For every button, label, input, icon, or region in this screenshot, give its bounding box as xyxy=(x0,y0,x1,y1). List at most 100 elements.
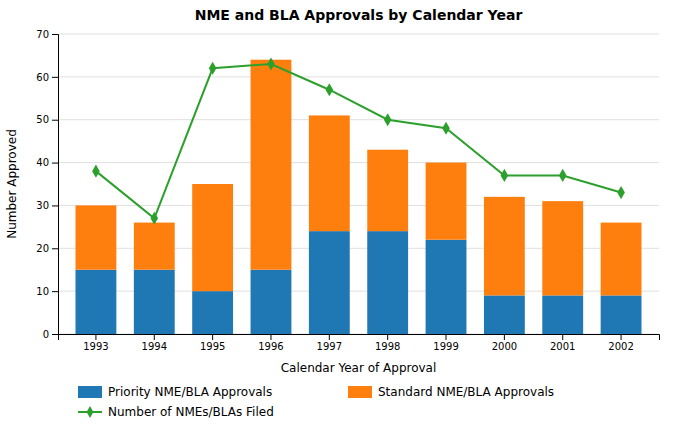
tick-mark xyxy=(52,34,58,35)
tick: 1993 xyxy=(83,334,108,352)
tick: 1998 xyxy=(375,334,400,352)
tick: 1994 xyxy=(142,334,167,352)
tick: 0 xyxy=(43,329,58,340)
x-axis: 1993 1994 1995 1996 1997 1998 1999 2000 2001 2002 xyxy=(59,334,660,352)
legend-label: Standard NME/BLA Approvals xyxy=(378,385,554,399)
tick-label: 20 xyxy=(36,243,49,254)
tick: 2002 xyxy=(608,334,633,352)
tick-label: 50 xyxy=(36,114,49,125)
bar xyxy=(426,163,467,240)
tick: 50 xyxy=(36,114,58,125)
tick-label: 2002 xyxy=(608,341,633,352)
marks xyxy=(76,57,642,334)
tick-label: 2000 xyxy=(492,341,517,352)
legend-marker xyxy=(87,406,94,418)
bar-series xyxy=(76,60,642,296)
grid-line xyxy=(58,34,659,35)
marker xyxy=(442,122,450,135)
marker xyxy=(501,169,509,182)
legend-item: Number of NMEs/BLAs Filed xyxy=(78,405,274,419)
tick-label: 2001 xyxy=(550,341,575,352)
tick-label: 40 xyxy=(36,157,49,168)
tick-label: 1998 xyxy=(375,341,400,352)
tick-mark xyxy=(621,334,622,340)
grid-line xyxy=(58,76,659,77)
bar xyxy=(192,184,233,291)
tick-mark xyxy=(52,77,58,78)
tick-mark xyxy=(52,334,58,335)
tick-mark xyxy=(52,248,58,249)
bar xyxy=(367,231,408,334)
y-axis: 0 10 20 30 40 50 60 70 xyxy=(36,29,58,340)
tick-mark xyxy=(154,334,155,340)
tick-label: 1995 xyxy=(200,341,225,352)
marker xyxy=(559,169,567,182)
grid-line xyxy=(58,119,659,120)
tick-mark xyxy=(52,291,58,292)
axis-line xyxy=(59,335,660,341)
bar xyxy=(484,197,525,296)
tick: 1995 xyxy=(200,334,225,352)
tick-mark xyxy=(562,334,563,340)
tick-label: 60 xyxy=(36,72,49,83)
bar xyxy=(542,201,583,295)
line xyxy=(96,64,621,218)
tick-label: 1993 xyxy=(83,341,108,352)
tick-mark xyxy=(52,120,58,121)
tick: 20 xyxy=(36,243,58,254)
bar xyxy=(251,270,292,334)
tick-mark xyxy=(52,205,58,206)
tick: 30 xyxy=(36,200,58,211)
x-axis-label: Calendar Year of Approval xyxy=(281,361,437,375)
chart: 0102030405060701993199419951996199719981… xyxy=(0,0,679,438)
markers xyxy=(92,57,625,224)
legend-item: Priority NME/BLA Approvals xyxy=(78,385,272,399)
y-axis-label: Number Approved xyxy=(5,129,19,239)
axis-line xyxy=(52,35,59,335)
marker xyxy=(150,212,158,225)
tick-label: 1997 xyxy=(317,341,342,352)
bar xyxy=(601,223,642,296)
tick-label: 1994 xyxy=(142,341,167,352)
marker xyxy=(326,83,334,96)
bar xyxy=(484,295,525,334)
tick-mark xyxy=(270,334,271,340)
tick-label: 1999 xyxy=(433,341,458,352)
marker xyxy=(92,165,100,178)
tick: 1997 xyxy=(317,334,342,352)
tick-mark xyxy=(329,334,330,340)
legend-label: Number of NMEs/BLAs Filed xyxy=(108,405,274,419)
plot: 0102030405060701993199419951996199719981… xyxy=(36,29,659,352)
tick-label: 30 xyxy=(36,200,49,211)
bar xyxy=(192,291,233,334)
tick-mark xyxy=(504,334,505,340)
grid-line xyxy=(58,162,659,163)
bar xyxy=(76,270,117,334)
tick: 1996 xyxy=(258,334,283,352)
bar xyxy=(251,60,292,270)
tick: 70 xyxy=(36,29,58,40)
grid xyxy=(58,34,659,334)
tick-label: 70 xyxy=(36,29,49,40)
tick-label: 0 xyxy=(43,329,49,340)
title: NME and BLA Approvals by Calendar Year xyxy=(195,7,523,23)
bar xyxy=(367,150,408,231)
legend-item: Standard NME/BLA Approvals xyxy=(348,385,554,399)
bar xyxy=(134,223,175,270)
bar xyxy=(601,295,642,334)
bar xyxy=(426,240,467,334)
bar xyxy=(309,115,350,231)
marker xyxy=(384,113,392,126)
tick-mark xyxy=(52,163,58,164)
tick-label: 10 xyxy=(36,286,49,297)
marker xyxy=(617,186,625,199)
tick: 60 xyxy=(36,72,58,83)
bar xyxy=(309,231,350,334)
tick-mark xyxy=(212,334,213,340)
legend-swatch xyxy=(78,386,102,398)
marker xyxy=(209,62,217,75)
tick-mark xyxy=(95,334,96,340)
bar xyxy=(542,295,583,334)
tick: 10 xyxy=(36,286,58,297)
tick-mark xyxy=(446,334,447,340)
